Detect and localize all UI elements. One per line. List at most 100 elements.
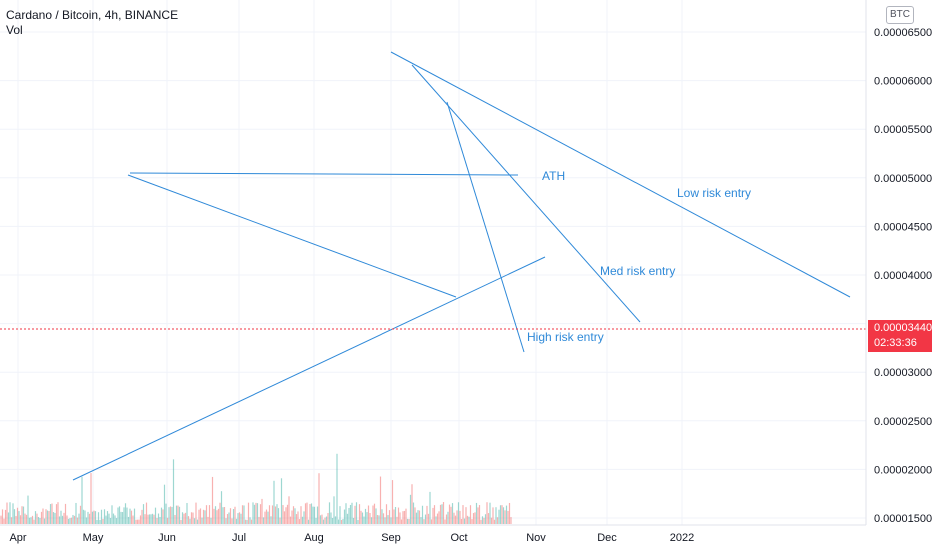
volume-bar [111,505,113,524]
volume-bar [48,511,50,524]
volume-bar [508,502,511,524]
volume-bar [262,517,265,524]
volume-bar [460,518,463,524]
volume-bar [331,517,334,524]
volume-bar [213,508,215,524]
volume-bar [406,518,409,524]
volume-bar [474,512,476,524]
volume-bar [274,506,277,524]
volume-bar [60,510,62,524]
volume-bar [12,503,14,524]
volume-bar [378,515,380,524]
volume-bar [501,505,503,524]
volume-bar [33,519,35,524]
x-tick-label: Jul [232,532,246,544]
volume-bar [463,518,466,524]
volume-bar [343,509,346,524]
volume-bar [283,511,286,524]
volume-bar [241,505,244,524]
volume-bar [364,508,367,524]
low-risk-line [390,51,851,298]
volume-bar [294,508,296,524]
currency-badge[interactable]: BTC [886,6,914,24]
volume-bar [0,515,2,524]
volume-bar [348,507,350,524]
volume-bar [334,516,337,524]
volume-bar [55,504,58,524]
volume-bar [486,502,488,524]
volume-bar [205,505,208,524]
volume-bar [361,512,364,524]
volume-bar [112,513,115,524]
volume-bar [202,509,205,524]
x-tick-label: Apr [9,532,26,544]
volume-bar [502,507,505,524]
volume-bar [228,512,230,524]
volume-bar [246,519,248,524]
volume-bar [109,517,112,524]
volume-bar [385,504,388,524]
ascending-support-line [72,256,546,481]
volume-bar [34,511,37,524]
y-tick-label: 0.00005500 [874,124,932,136]
volume-bar [387,515,389,524]
volume-bar [157,513,160,524]
volume-bar [427,513,430,524]
bar-countdown: 02:33:36 [874,337,917,349]
volume-bar [87,511,89,524]
volume-bar [445,514,448,524]
volume-bar [351,502,353,524]
volume-bar [208,505,211,524]
volume-bar [178,506,181,524]
volume-bar [37,517,40,524]
x-tick-label: 2022 [670,532,694,544]
volume-bar [402,511,404,524]
chart-grid [0,0,866,525]
volume-bar [150,514,152,524]
volume-bar [82,509,85,524]
x-tick-label: Oct [450,532,467,544]
volume-bar [403,510,406,524]
volume-bar [472,513,475,524]
volume-bar [493,519,496,524]
volume-bar [498,509,500,524]
volume-bar [30,517,32,524]
volume-bar [415,512,418,524]
volume-bar [270,516,272,524]
volume-bar [147,514,149,524]
volume-bar [421,505,424,524]
volume-bar [492,507,494,524]
volume-bar [354,505,356,524]
volume-bar [316,506,319,524]
volume-bar [229,508,232,524]
volume-bar [429,491,431,524]
volume-bar [420,517,422,524]
volume-bar [210,517,212,524]
volume-bar [433,505,436,524]
current-price-value: 0.00003440 [874,322,932,334]
volume-bar [468,516,470,524]
volume-bar [211,476,214,524]
volume-bar [123,507,125,524]
volume-bar [145,502,148,524]
volume-bar [63,512,65,524]
volume-bar [181,512,184,524]
volume-bar [339,506,341,524]
volume-bar [349,504,352,524]
volume-bar [340,519,343,524]
volume-bar [120,511,122,524]
descending-line [127,174,457,298]
volume-bar [355,502,358,524]
volume-bar [148,514,151,524]
volume-bar [381,509,383,524]
volume-bar [303,511,305,524]
volume-bar [456,510,458,524]
volume-bar [51,503,53,524]
volume-bar [409,494,412,524]
volume-label[interactable]: Vol [6,23,23,37]
volume-bar [370,517,373,524]
volume-bar [64,503,67,524]
volume-bar [154,507,157,524]
volume-bar [19,515,22,524]
